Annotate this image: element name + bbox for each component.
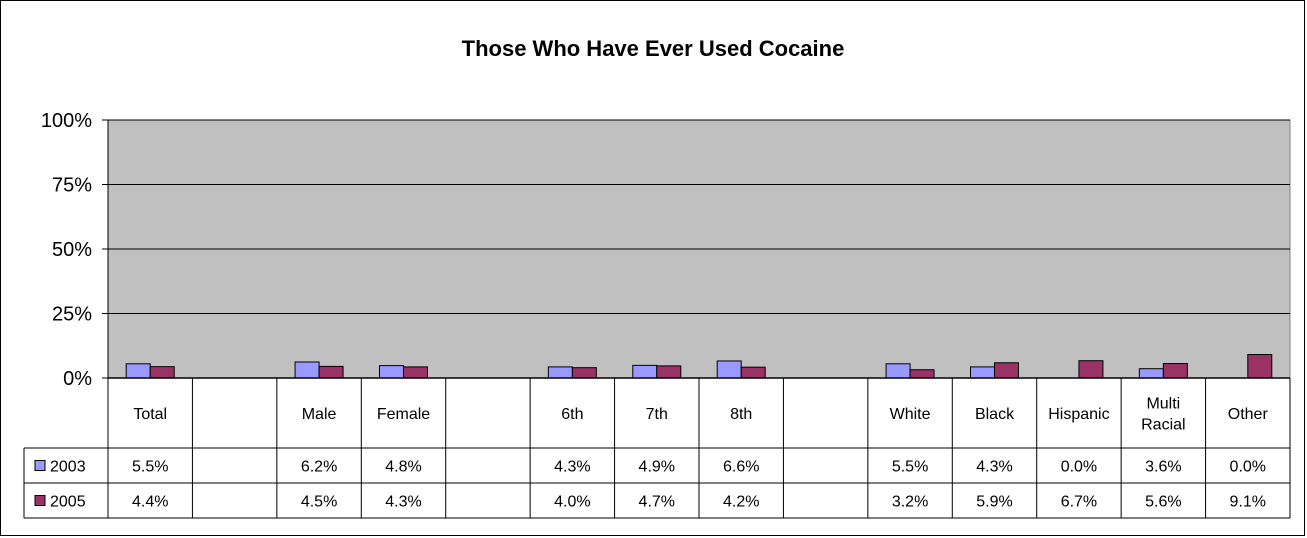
y-tick-label: 100% — [41, 110, 92, 132]
data-label: 4.5% — [301, 494, 337, 511]
bar-2005 — [571, 367, 597, 379]
bar-2003 — [716, 360, 742, 379]
category-label: 7th — [646, 406, 668, 423]
legend-label: 2003 — [50, 459, 86, 476]
bar-2005 — [656, 365, 682, 379]
category-label: 8th — [730, 406, 752, 423]
category-label: Black — [975, 406, 1015, 423]
category-label: Hispanic — [1048, 406, 1109, 423]
data-label: 0.0% — [1061, 459, 1097, 476]
bar-2003 — [632, 364, 658, 379]
data-label: 4.3% — [385, 494, 421, 511]
bar-2003 — [547, 366, 573, 379]
data-label: 6.2% — [301, 459, 337, 476]
bar-2005 — [909, 369, 935, 379]
data-label: 4.2% — [723, 494, 759, 511]
data-label: 5.6% — [1145, 494, 1181, 511]
category-label: Other — [1228, 406, 1269, 423]
data-label: 4.4% — [132, 494, 168, 511]
data-label: 4.0% — [554, 494, 590, 511]
bar-2005 — [1247, 354, 1273, 379]
data-label: 4.8% — [385, 459, 421, 476]
y-tick-label: 25% — [52, 304, 92, 326]
bar-2005 — [740, 366, 766, 379]
chart-title: Those Who Have Ever Used Cocaine — [462, 36, 845, 61]
bar-2003 — [294, 361, 320, 379]
data-label: 6.6% — [723, 459, 759, 476]
data-label: 4.7% — [639, 494, 675, 511]
legend-swatch-2003 — [34, 460, 46, 471]
bar-2003 — [1138, 368, 1164, 379]
bar-2005 — [1162, 363, 1188, 379]
y-tick-label: 0% — [63, 368, 92, 390]
bar-2005 — [318, 365, 344, 379]
data-label: 4.3% — [976, 459, 1012, 476]
category-label: Multi — [1146, 396, 1180, 413]
data-label: 0.0% — [1230, 459, 1266, 476]
bar-2003 — [970, 366, 995, 379]
data-label: 5.5% — [892, 459, 928, 476]
bar-2003 — [125, 363, 151, 379]
data-label: 4.9% — [639, 459, 675, 476]
data-label: 5.5% — [132, 459, 168, 476]
category-label: Male — [302, 406, 337, 423]
data-label: 4.3% — [554, 459, 590, 476]
bar-2005 — [1078, 360, 1104, 379]
bar-2003 — [885, 363, 911, 379]
category-label: Total — [133, 406, 167, 423]
category-label: White — [890, 406, 931, 423]
legend-label: 2005 — [50, 494, 86, 511]
data-label: 3.6% — [1145, 459, 1181, 476]
category-label: 6th — [561, 406, 583, 423]
data-label: 5.9% — [976, 494, 1012, 511]
data-label: 9.1% — [1230, 494, 1266, 511]
bar-2003 — [379, 365, 404, 379]
y-tick-label: 50% — [52, 239, 92, 261]
data-label: 3.2% — [892, 494, 928, 511]
bar-2005 — [994, 362, 1019, 379]
category-label: Racial — [1141, 417, 1185, 434]
bar-2005 — [403, 366, 428, 379]
data-label: 6.7% — [1061, 494, 1097, 511]
category-label: Female — [377, 406, 430, 423]
y-tick-label: 75% — [52, 175, 92, 197]
bar-2005 — [149, 366, 175, 379]
legend-swatch-2005 — [34, 495, 46, 506]
